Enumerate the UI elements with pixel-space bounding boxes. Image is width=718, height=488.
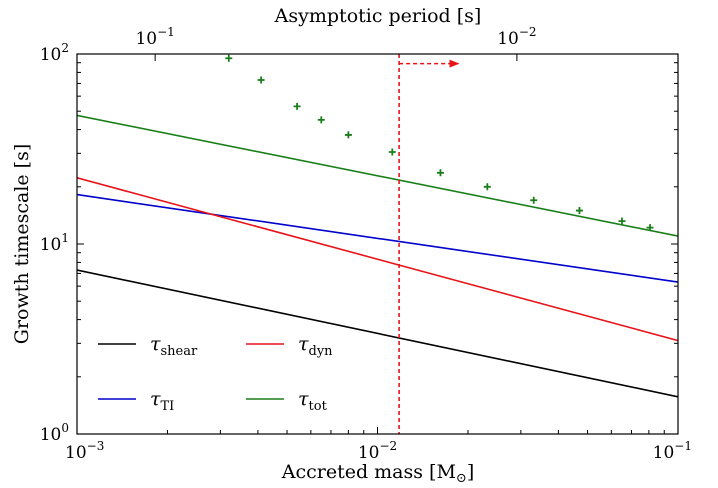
x-axis-label: Accreted mass [M⊙]	[281, 461, 475, 486]
tot-marker-9	[575, 207, 583, 215]
legend-subscript: TI	[161, 399, 175, 414]
tot-marker-0	[225, 54, 233, 62]
y-tick-label-base: 10	[40, 425, 62, 445]
legend-label-tot: τtot	[298, 388, 328, 414]
series-layer	[77, 114, 678, 398]
x-tick-label-base: 10	[358, 443, 380, 463]
top-tick-label-exp: −2	[519, 25, 537, 39]
solar-mass-symbol: ⊙	[456, 471, 467, 486]
x-tick-label-base: 10	[65, 443, 87, 463]
x-tick-label: 10−2	[358, 439, 397, 463]
legend-symbol: τ	[298, 388, 309, 410]
x-axis-label-suffix: ]	[467, 461, 474, 483]
legend-subscript: dyn	[309, 344, 334, 359]
x-tick-label: 10−3	[65, 439, 104, 463]
tot-marker-7	[483, 183, 491, 191]
x-tick-label-exp: −2	[379, 439, 397, 453]
series-line-dyn	[77, 177, 678, 342]
y-tick-label: 100	[40, 421, 69, 445]
tot-marker-5	[388, 148, 396, 156]
legend-label-dyn: τdyn	[298, 333, 333, 359]
y-tick-label-base: 10	[40, 235, 62, 255]
x-tick-label-exp: −3	[87, 439, 105, 453]
top-tick-label: 10−2	[497, 25, 536, 49]
top-tick-label-base: 10	[135, 29, 157, 49]
tot-marker-4	[344, 131, 352, 139]
legend-symbol: τ	[150, 333, 161, 355]
tot-marker-8	[530, 196, 538, 204]
tot-marker-2	[293, 102, 301, 110]
series-line-tot	[77, 114, 678, 237]
x-tick-label-base: 10	[653, 443, 675, 463]
y-tick-label: 101	[40, 231, 69, 255]
legend-symbol: τ	[150, 388, 161, 410]
x-tick-label: 10−1	[653, 439, 692, 463]
tot-marker-3	[317, 116, 325, 124]
legend-subscript: shear	[161, 344, 198, 359]
top-axis-label: Asymptotic period [s]	[274, 5, 482, 27]
x-axis-label-text: Accreted mass [M	[281, 461, 456, 483]
legend-label-shear: τshear	[150, 333, 198, 359]
tot-marker-1	[257, 76, 265, 84]
top-tick-label: 10−1	[135, 25, 174, 49]
y-axis-label: Growth timescale [s]	[11, 144, 33, 345]
y-tick-label-base: 10	[40, 45, 62, 65]
y-tick-label-exp: 1	[61, 231, 69, 245]
series-line-TI	[77, 193, 678, 283]
legend-subscript: tot	[309, 399, 328, 414]
y-tick-label: 102	[40, 41, 69, 65]
series-line-shear	[77, 269, 678, 398]
x-tick-label-exp: −1	[674, 439, 692, 453]
legend-label-TI: τTI	[150, 388, 174, 414]
y-tick-label-exp: 0	[61, 421, 69, 435]
top-tick-label-exp: −1	[157, 25, 175, 39]
tot-marker-layer	[225, 54, 654, 232]
y-tick-label-exp: 2	[61, 41, 69, 55]
tot-marker-6	[436, 169, 444, 177]
top-tick-label-base: 10	[497, 29, 519, 49]
threshold-layer	[398, 54, 460, 434]
tot-marker-10	[618, 217, 626, 225]
legend-symbol: τ	[298, 333, 309, 355]
tot-marker-11	[646, 224, 654, 232]
